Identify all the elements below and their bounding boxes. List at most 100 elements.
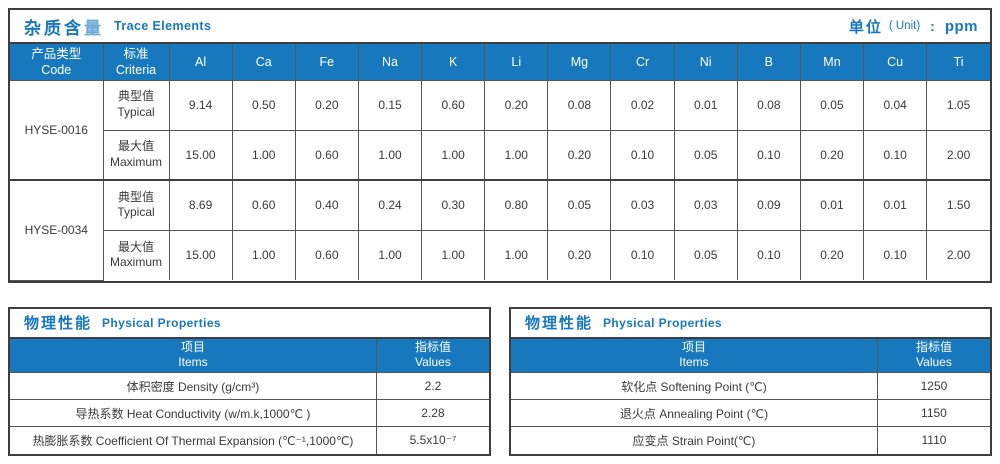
property-item-cell: 导热系数 Heat Conductivity (w/m.k,1000℃ ) xyxy=(10,399,377,427)
property-item-cell: 热膨胀系数 Coefficient Of Thermal Expansion (… xyxy=(10,426,377,454)
trace-value-cell: 0.09 xyxy=(736,179,801,231)
trace-value-cell: 1.00 xyxy=(421,129,486,181)
element-column-header: B xyxy=(736,44,801,81)
trace-value-cell: 0.60 xyxy=(294,129,359,181)
trace-value-cell: 1.00 xyxy=(231,129,296,181)
trace-value-cell: 0.01 xyxy=(673,79,738,131)
criteria-cell: 最大值 Maximum xyxy=(103,229,170,280)
trace-elements-title-en: Trace Elements xyxy=(114,19,212,33)
element-column-header: Na xyxy=(357,44,423,81)
trace-value-cell: 9.14 xyxy=(168,79,233,131)
physical-properties-panel-left: 物理性能 Physical Properties 项目 Items 指标值 Va… xyxy=(8,306,491,456)
criteria-label-cn: 最大值 xyxy=(117,239,154,254)
trace-value-cell: 0.24 xyxy=(357,179,423,231)
property-row: 热膨胀系数 Coefficient Of Thermal Expansion (… xyxy=(10,426,489,454)
trace-value-cell: 0.03 xyxy=(610,179,675,231)
element-column-header: Cr xyxy=(610,44,675,81)
trace-value-cell: 8.69 xyxy=(168,179,233,231)
criteria-cell: 最大值 Maximum xyxy=(103,129,170,181)
element-column-header: Ti xyxy=(926,44,990,81)
trace-value-cell: 0.15 xyxy=(357,79,423,131)
trace-value-cell: 0.10 xyxy=(863,229,928,280)
trace-value-cell: 0.60 xyxy=(421,79,486,131)
trace-value-cell: 0.40 xyxy=(294,179,359,231)
trace-value-cell: 0.30 xyxy=(421,179,486,231)
trace-value-cell: 1.00 xyxy=(421,229,486,280)
trace-value-cell: 0.10 xyxy=(736,229,801,280)
trace-value-cell: 0.05 xyxy=(673,229,738,280)
trace-elements-title-row: 杂质含量 Trace Elements 单位 ( Unit) : ppm xyxy=(10,10,990,44)
trace-elements-title-cn: 杂质含量 xyxy=(24,18,104,38)
element-column-header: Mn xyxy=(799,44,865,81)
product-code-cell: HYSE-0016 xyxy=(10,79,104,181)
criteria-label-cn: 典型值 xyxy=(117,189,154,204)
criteria-label-cn: 最大值 xyxy=(117,139,154,154)
property-row: 体积密度 Density (g/cm³) 2.2 xyxy=(10,372,489,400)
criteria-label-en: Typical xyxy=(117,205,155,220)
trace-value-cell: 0.08 xyxy=(547,79,612,131)
trace-value-cell: 1.00 xyxy=(484,229,549,280)
property-row: 退火点 Annealing Point (℃) 1150 xyxy=(511,399,990,427)
property-value-cell: 5.5x10⁻⁷ xyxy=(375,426,489,454)
property-item-cell: 应变点 Strain Point(℃) xyxy=(511,426,878,454)
criteria-label-en: Maximum xyxy=(109,154,162,169)
property-row: 导热系数 Heat Conductivity (w/m.k,1000℃ ) 2.2… xyxy=(10,399,489,427)
trace-value-cell: 1.00 xyxy=(231,229,296,280)
physical-properties-title-cn: 物理性能 xyxy=(24,315,93,332)
property-value-cell: 2.2 xyxy=(375,372,489,400)
property-item-cell: 体积密度 Density (g/cm³) xyxy=(10,372,377,400)
property-value-cell: 1110 xyxy=(876,426,990,454)
trace-elements-panel: 杂质含量 Trace Elements 单位 ( Unit) : ppm 产品类… xyxy=(8,8,992,283)
element-column-header: Cu xyxy=(863,44,928,81)
property-item-cell: 退火点 Annealing Point (℃) xyxy=(511,399,878,427)
criteria-cell: 典型值 Typical xyxy=(102,79,170,131)
trace-value-cell: 0.10 xyxy=(863,129,928,181)
element-column-header: Ca xyxy=(231,44,296,81)
trace-value-cell: 1.00 xyxy=(357,229,423,280)
column-header-items: 项目 Items xyxy=(511,338,878,373)
trace-value-cell: 1.00 xyxy=(357,129,423,181)
trace-value-cell: 0.60 xyxy=(294,229,359,280)
trace-value-cell: 2.00 xyxy=(926,229,990,280)
trace-value-cell: 0.08 xyxy=(736,79,801,131)
criteria-label-en: Maximum xyxy=(109,255,162,270)
element-column-header: K xyxy=(421,44,486,81)
physical-properties-section: 物理性能 Physical Properties 项目 Items 指标值 Va… xyxy=(8,306,992,456)
physical-properties-title-row: 物理性能 Physical Properties xyxy=(10,308,489,339)
trace-value-cell: 15.00 xyxy=(168,229,233,280)
physical-properties-table-left: 项目 Items 指标值 Values 体积密度 Density (g/cm³)… xyxy=(10,338,489,454)
property-value-cell: 1250 xyxy=(876,372,990,400)
trace-value-cell: 0.10 xyxy=(610,129,675,181)
criteria-label-cn: 典型值 xyxy=(117,89,154,104)
unit-label: 单位 ( Unit) : ppm xyxy=(849,16,978,37)
unit-label-cn: 单位 xyxy=(848,18,883,36)
physical-properties-title-en: Physical Properties xyxy=(603,315,723,330)
trace-value-cell: 1.05 xyxy=(926,79,990,131)
trace-value-cell: 1.50 xyxy=(926,179,990,231)
column-header-values: 指标值 Values xyxy=(876,338,990,373)
trace-value-cell: 0.20 xyxy=(799,229,865,280)
trace-value-cell: 0.20 xyxy=(799,129,865,181)
props-header-row: 项目 Items 指标值 Values xyxy=(10,338,489,373)
physical-properties-title-en: Physical Properties xyxy=(102,315,222,330)
trace-value-cell: 0.10 xyxy=(610,229,675,280)
property-row: 应变点 Strain Point(℃) 1110 xyxy=(511,426,990,454)
property-value-cell: 2.28 xyxy=(375,399,489,427)
props-header-row: 项目 Items 指标值 Values xyxy=(511,338,990,373)
trace-elements-table: 产品类型 Code 标准 Criteria Al Ca Fe Na K Li Mg Cr Ni B… xyxy=(10,44,990,281)
trace-value-cell: 0.04 xyxy=(863,79,928,131)
trace-table-row: 最大值 Maximum 15.00 1.00 0.60 1.00 1.00 1.00 0.20 0… xyxy=(10,229,990,280)
trace-value-cell: 0.05 xyxy=(673,129,738,181)
physical-properties-panel-right: 物理性能 Physical Properties 项目 Items 指标值 Va… xyxy=(509,306,992,456)
physical-properties-table-right: 项目 Items 指标值 Values 软化点 Softening Point … xyxy=(511,338,990,454)
trace-table-row: 最大值 Maximum 15.00 1.00 0.60 1.00 1.00 1.00 0.20 0… xyxy=(10,129,990,181)
physical-properties-title-row: 物理性能 Physical Properties xyxy=(511,308,990,339)
trace-value-cell: 0.20 xyxy=(484,79,549,131)
column-header-items: 项目 Items xyxy=(10,338,377,373)
unit-value: ppm xyxy=(944,17,978,35)
trace-value-cell: 15.00 xyxy=(168,129,233,181)
unit-label-en: ( Unit) xyxy=(888,20,921,32)
trace-value-cell: 0.02 xyxy=(610,79,675,131)
trace-table-row: HYSE-0016 典型值 Typical 9.14 0.50 0.20 0.15 0.60 0… xyxy=(10,79,990,181)
